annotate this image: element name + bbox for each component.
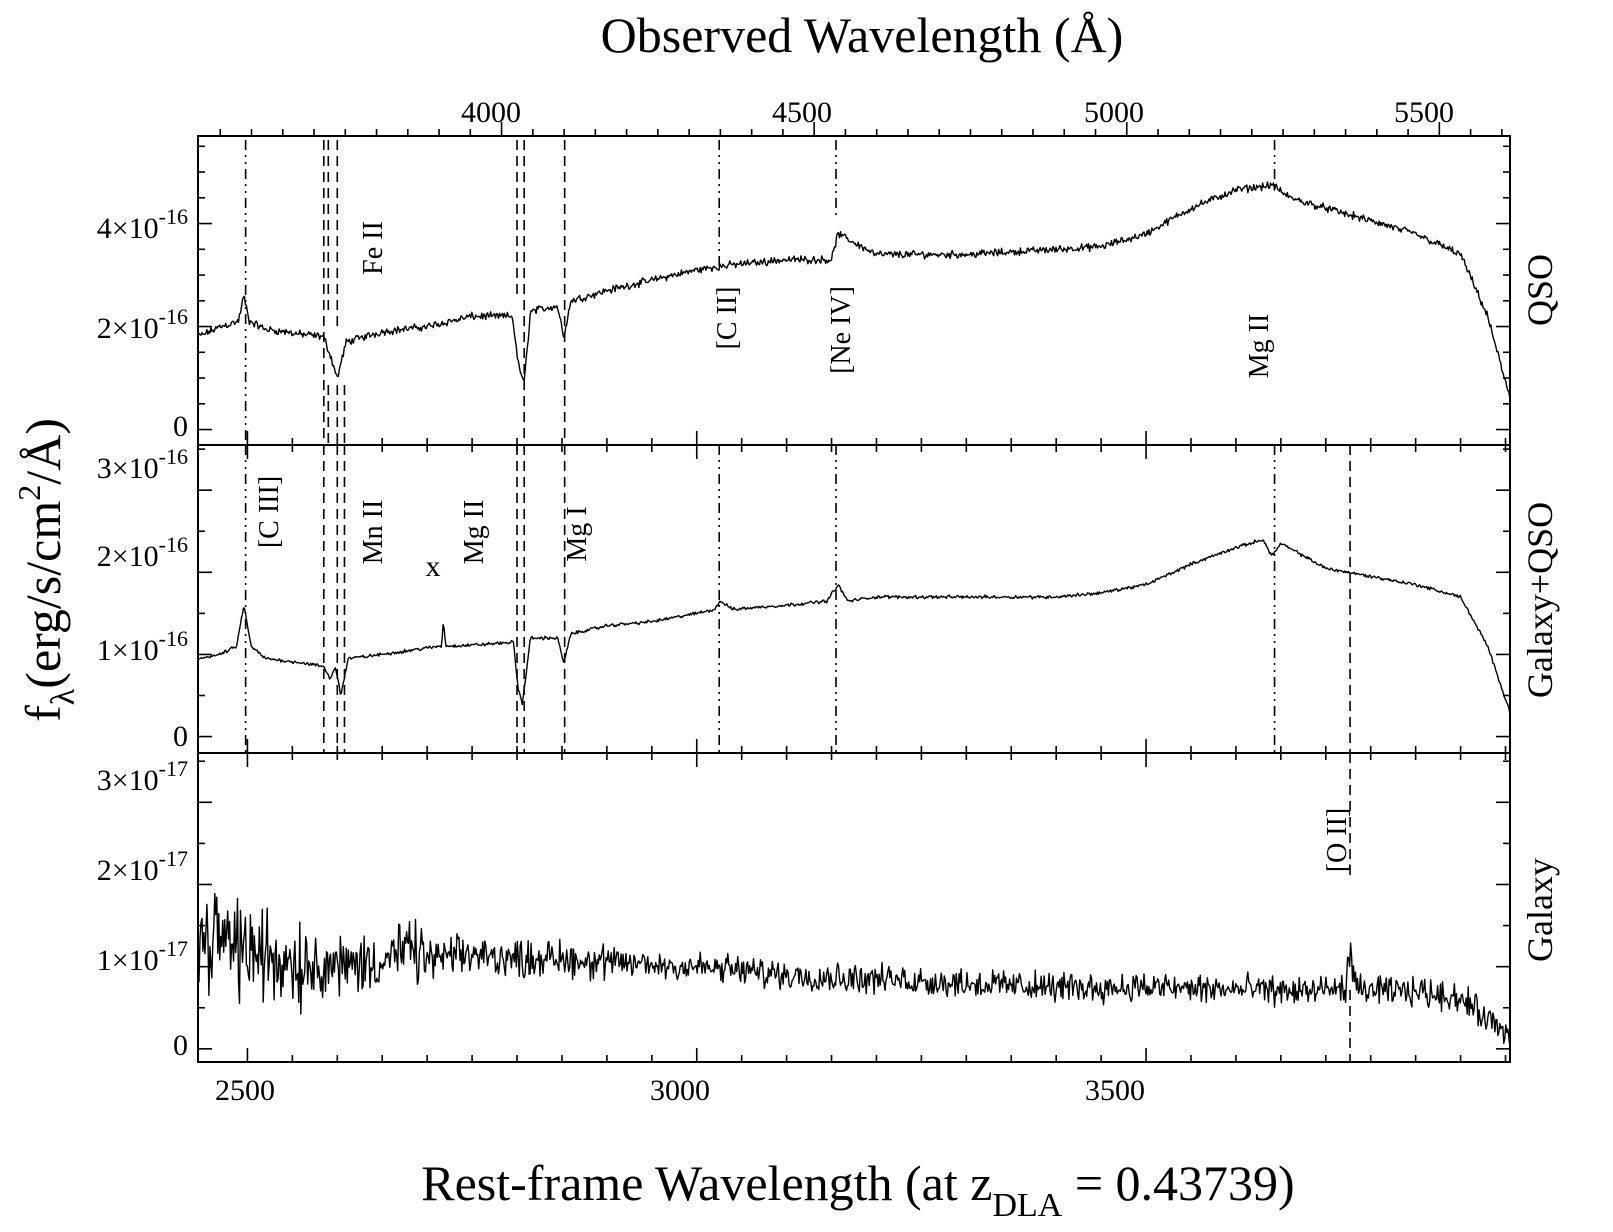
y-axis-title-sub: λ [45, 688, 82, 705]
line-markers-layer [244, 140, 1351, 1062]
spectrum-galaxy-qso [197, 539, 1511, 713]
marker-label-c-iii: [C III] [254, 476, 285, 548]
bottom-axis-title-tail: = 0.43739) [1062, 1155, 1294, 1211]
panel-frame-2 [197, 752, 1511, 1063]
y-axis-title-main: (erg/s/cm [15, 501, 71, 689]
bottom-axis-title-main: Rest-frame Wavelength (at z [421, 1155, 992, 1211]
y-axis-title: fλ(erg/s/cm2/Å) [11, 418, 82, 722]
bottom-tick-label-3500: 3500 [1085, 1074, 1145, 1107]
galqso-y-tick-0: 0 [173, 720, 188, 753]
y-axis-title-tail: /Å) [15, 418, 71, 485]
qso-y-tick-4e-16: 4×10-16 [97, 204, 188, 245]
y-axis-title-sup: 2 [11, 485, 47, 501]
top-tick-label-5000: 5000 [1084, 96, 1144, 129]
gal-y-tick-3e-17: 3×10-17 [97, 756, 188, 797]
marker-label-mn-ii: Mn II [358, 500, 389, 565]
galqso-y-tick-2e-16: 2×10-16 [97, 532, 188, 573]
marker-label-ne-iv: [Ne IV] [826, 286, 857, 374]
top-tick-label-5500: 5500 [1394, 96, 1454, 129]
bottom-tick-label-3000: 3000 [650, 1074, 710, 1107]
marker-label-mg-ii-absorption: Mg II [459, 500, 490, 565]
qso-y-tick-0: 0 [173, 410, 188, 443]
ticks-layer [198, 122, 1510, 1062]
marker-label-mg-ii-emission: Mg II [1244, 314, 1275, 379]
spectrum-qso [197, 181, 1511, 398]
annotation-x: x [426, 550, 441, 583]
bottom-axis-title: Rest-frame Wavelength (at zDLA = 0.43739… [421, 1155, 1294, 1224]
galqso-y-tick-3e-16: 3×10-16 [97, 444, 188, 485]
gal-y-tick-0: 0 [173, 1029, 188, 1062]
qso-y-tick-2e-16: 2×10-16 [97, 304, 188, 345]
top-tick-label-4000: 4000 [461, 96, 521, 129]
top-axis-title: Observed Wavelength (Å) [601, 7, 1124, 63]
top-tick-label-4500: 4500 [772, 96, 832, 129]
marker-label-fe-ii: Fe II [358, 221, 389, 275]
bottom-tick-label-2500: 2500 [215, 1074, 275, 1107]
marker-label-mg-i: Mg I [562, 506, 593, 561]
marker-label-o-ii: [O II] [1322, 808, 1353, 873]
panel-label-galaxy: Galaxy [1520, 858, 1560, 962]
spectrum-galaxy [197, 892, 1511, 1046]
bottom-axis-title-sub: DLA [992, 1187, 1062, 1224]
galqso-y-tick-1e-16: 1×10-16 [97, 626, 188, 667]
gal-y-tick-2e-17: 2×10-17 [97, 846, 188, 887]
panel-label-galaxy-qso: Galaxy+QSO [1520, 502, 1560, 698]
panel-frames-layer [197, 135, 1511, 1063]
panel-label-qso: QSO [1520, 254, 1560, 326]
gal-y-tick-1e-17: 1×10-17 [97, 936, 188, 977]
y-axis-title-f: f [15, 705, 71, 722]
marker-label-c-ii: [C II] [712, 287, 743, 350]
spectra-layer [197, 181, 1511, 1046]
